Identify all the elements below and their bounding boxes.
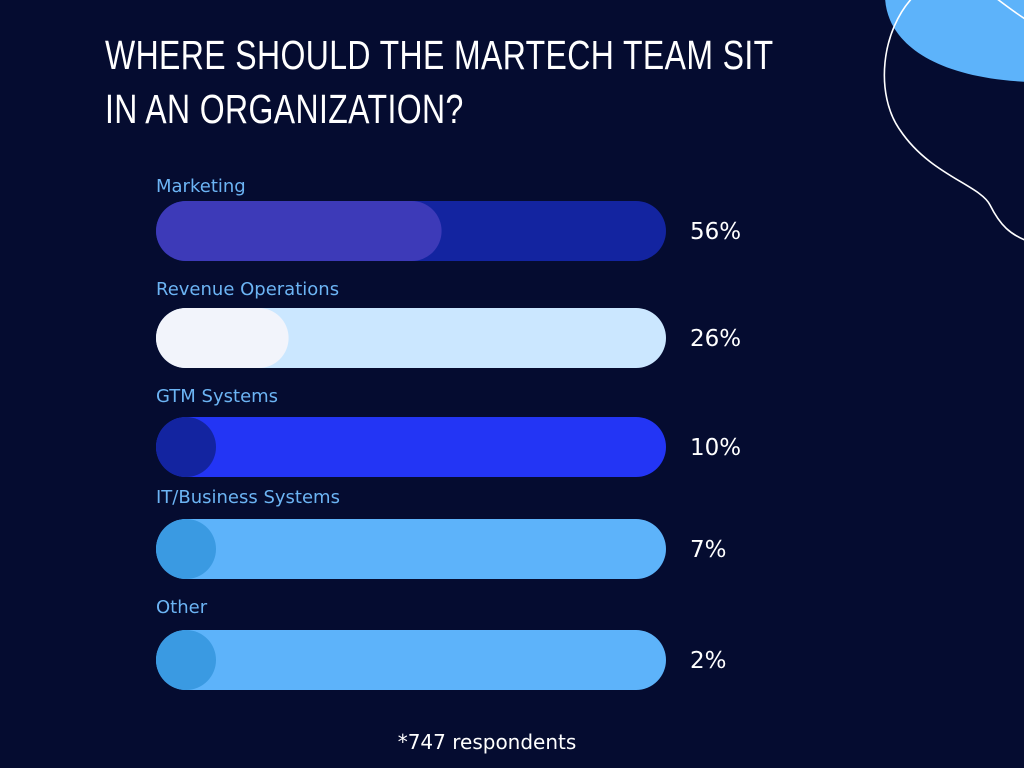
value-label: 26% — [690, 326, 741, 352]
bar-track — [156, 417, 666, 477]
title-line-1: WHERE SHOULD THE MARTECH TEAM SIT — [105, 32, 774, 78]
title-line-2: IN AN ORGANIZATION? — [105, 86, 464, 132]
bar-value — [156, 308, 289, 368]
bar-value — [156, 519, 216, 579]
bar-track — [156, 519, 666, 579]
category-label: Revenue Operations — [156, 279, 339, 300]
category-label: Marketing — [156, 176, 246, 197]
decorative-curve-inner — [997, 0, 1024, 20]
value-label: 56% — [690, 219, 741, 245]
category-label: IT/Business Systems — [156, 487, 340, 508]
value-label: 7% — [690, 537, 727, 563]
decorative-blob — [885, 0, 1024, 82]
bar-value — [156, 630, 216, 690]
category-label: Other — [156, 597, 208, 618]
page-title: WHERE SHOULD THE MARTECH TEAM SIT IN AN … — [105, 28, 773, 136]
bar-value — [156, 201, 442, 261]
decorative-curve — [883, 0, 1024, 241]
category-label: GTM Systems — [156, 386, 278, 407]
respondents-footnote: *747 respondents — [397, 730, 577, 754]
bar-track — [156, 630, 666, 690]
value-label: 10% — [690, 435, 741, 461]
value-label: 2% — [690, 648, 727, 674]
bar-value — [156, 417, 216, 477]
